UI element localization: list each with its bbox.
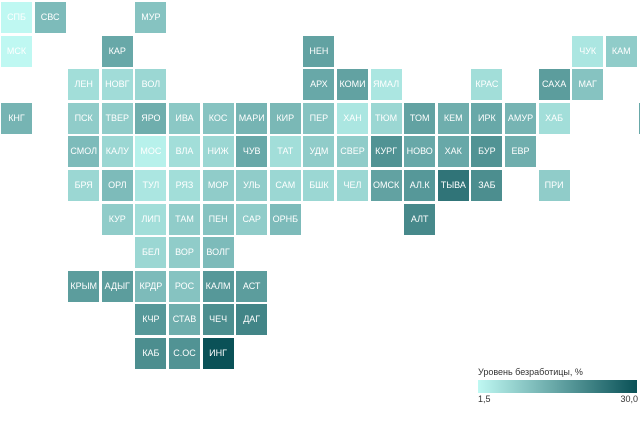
region-tile: ВЛА (169, 136, 200, 168)
region-tile: АДЫГ (101, 270, 133, 302)
region-tile: ЧУК (572, 35, 604, 67)
region-tile: КОС (202, 102, 234, 134)
region-tile: КАБ (135, 338, 167, 369)
region-tile: РОС (169, 270, 200, 302)
region-tile: УДМ (303, 136, 335, 168)
region-tile: ТАТ (269, 136, 301, 168)
region-tile: БШК (303, 170, 335, 201)
region-tile: МСК (1, 35, 32, 67)
legend-max-label: 30,0 (620, 394, 638, 404)
region-tile: КЧР (135, 304, 167, 336)
region-tile: ОРНБ (269, 203, 301, 235)
region-tile: ЗАБ (471, 170, 503, 201)
region-tile: БРЯ (68, 170, 100, 201)
region-tile: УЛЬ (236, 170, 268, 201)
region-tile: ВОЛ (135, 69, 167, 101)
color-legend: Уровень безработицы, % 1,5 30,0 (478, 367, 638, 407)
region-tile: КРДР (135, 270, 167, 302)
region-tile: ХАБ (538, 102, 570, 134)
region-tile: АЛ.К (404, 170, 436, 201)
region-tile: ТВЕР (101, 102, 133, 134)
region-tile: ЛИП (135, 203, 167, 235)
region-tile: РЯЗ (169, 170, 200, 201)
region-tile: МАГ (572, 69, 604, 101)
region-tile: ТАМ (169, 203, 200, 235)
region-tile: КУРГ (370, 136, 402, 168)
region-tile: БУР (471, 136, 503, 168)
region-tile: КНГ (1, 102, 32, 134)
region-tile: ХАК (437, 136, 469, 168)
region-tile: АСТ (236, 270, 268, 302)
region-tile: МОР (202, 170, 234, 201)
region-tile: ВОР (169, 237, 200, 269)
region-tile: ПРИ (538, 170, 570, 201)
region-tile: ЛЕН (68, 69, 100, 101)
region-tile: КАР (101, 35, 133, 67)
region-tile: КАМ (605, 35, 637, 67)
region-tile: СТАВ (169, 304, 200, 336)
region-tile: ПЕН (202, 203, 234, 235)
region-tile: СПБ (1, 2, 32, 33)
region-tile: ИРК (471, 102, 503, 134)
region-tile: ЧУВ (236, 136, 268, 168)
region-tile: АМУР (505, 102, 536, 134)
region-tile: САХА (538, 69, 570, 101)
region-tile: ТЫВА (437, 170, 469, 201)
region-tile: ТУЛ (135, 170, 167, 201)
region-tile: ЕВР (505, 136, 536, 168)
region-tile: ИВА (169, 102, 200, 134)
region-tile: МУР (135, 2, 167, 33)
region-tile: СВЕР (337, 136, 368, 168)
region-tile: КАЛМ (202, 270, 234, 302)
region-tile: КАЛУ (101, 136, 133, 168)
region-tile: ИНГ (202, 338, 234, 369)
region-tile: ЧЕЛ (337, 170, 368, 201)
region-tile: КРАС (471, 69, 503, 101)
region-tile: БЕЛ (135, 237, 167, 269)
legend-gradient-bar (478, 380, 637, 393)
region-tile: НИЖ (202, 136, 234, 168)
region-tile: ЯРО (135, 102, 167, 134)
legend-min-label: 1,5 (478, 394, 491, 404)
region-tile: КОМИ (337, 69, 368, 101)
region-tile: КЕМ (437, 102, 469, 134)
legend-title: Уровень безработицы, % (478, 367, 583, 377)
region-tile: СВС (34, 2, 66, 33)
region-tile: С.ОС (169, 338, 200, 369)
region-tile: ПЕР (303, 102, 335, 134)
region-tile: ЧЕЧ (202, 304, 234, 336)
region-tile: ПСК (68, 102, 100, 134)
region-tile: АРХ (303, 69, 335, 101)
region-tile: ТЮМ (370, 102, 402, 134)
region-tile: ВОЛГ (202, 237, 234, 269)
region-tile: МОС (135, 136, 167, 168)
region-tile: НЕН (303, 35, 335, 67)
region-tile: ДАГ (236, 304, 268, 336)
region-tile: САР (236, 203, 268, 235)
region-tile: КРЫМ (68, 270, 100, 302)
region-tile: КУР (101, 203, 133, 235)
region-tile: ОМСК (370, 170, 402, 201)
region-tile: ЯМАЛ (370, 69, 402, 101)
region-tile: МАРИ (236, 102, 268, 134)
region-tile: КИР (269, 102, 301, 134)
region-tile: НОВО (404, 136, 436, 168)
region-tile: ТОМ (404, 102, 436, 134)
region-tile: НОВГ (101, 69, 133, 101)
region-tile: АЛТ (404, 203, 436, 235)
region-tile: САМ (269, 170, 301, 201)
region-tile: ОРЛ (101, 170, 133, 201)
region-tile: СМОЛ (68, 136, 100, 168)
region-tile: ХАН (337, 102, 368, 134)
